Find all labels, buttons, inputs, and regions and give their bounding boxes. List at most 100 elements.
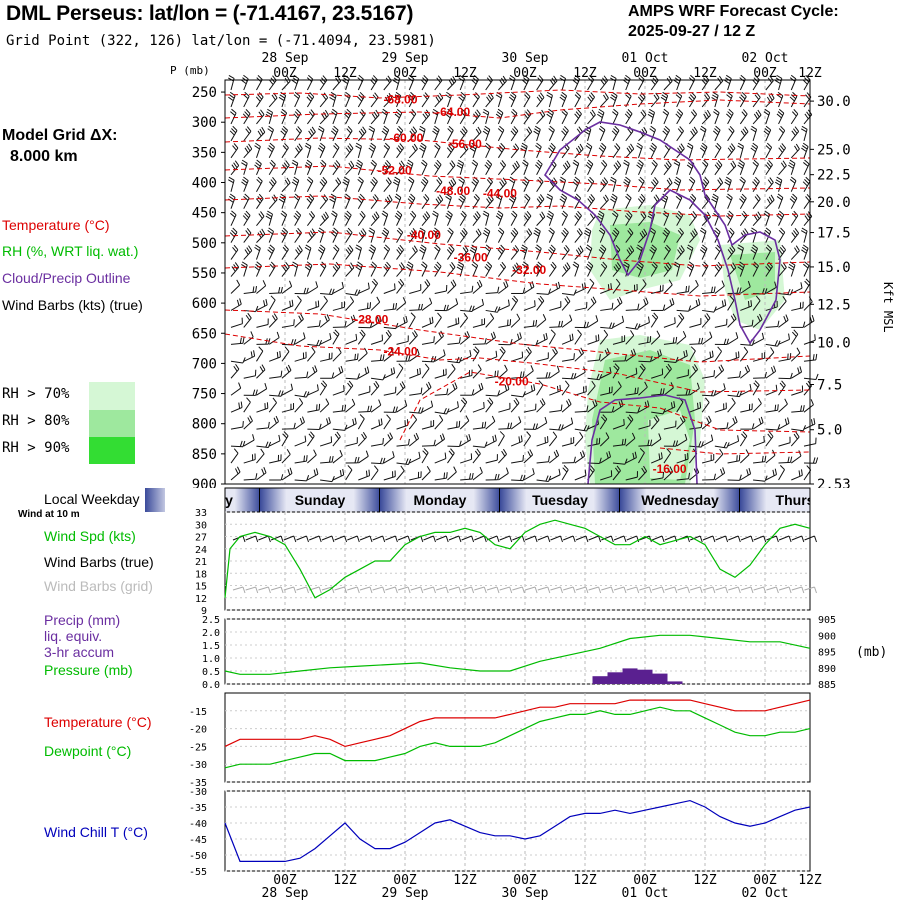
wind-barb-staff xyxy=(548,182,558,193)
wind-barb-flag xyxy=(751,319,754,326)
wind-barb-staff xyxy=(752,163,759,176)
wind-barb-flag xyxy=(793,128,798,134)
wind-barb-flag xyxy=(405,315,408,323)
temperature-contour-label: -52.00 xyxy=(378,163,412,177)
wind-barb-grid xyxy=(347,586,358,591)
wind-barb-flag xyxy=(396,210,403,216)
wind-barb-flag xyxy=(244,193,250,199)
wind-barb-staff xyxy=(230,445,244,448)
wind-barb-staff xyxy=(396,462,409,466)
wind-barb xyxy=(803,261,810,277)
wind-barb xyxy=(256,346,264,362)
wind-barb-grid-flag xyxy=(356,586,360,594)
wind-barb xyxy=(383,386,397,396)
wind-barb-flag xyxy=(611,322,615,329)
wind-barb-flag xyxy=(458,261,464,266)
wind-barb-flag xyxy=(357,373,360,380)
wind-barb-flag xyxy=(668,279,673,286)
wind-barb xyxy=(803,418,816,430)
wind-barb xyxy=(383,406,398,413)
wind-barb-flag xyxy=(463,312,468,319)
wind-barb-flag xyxy=(675,356,679,363)
wind-barb-staff xyxy=(421,163,428,175)
wind-barb-flag xyxy=(296,247,302,253)
wind-barb-staff xyxy=(587,96,595,108)
wind-barb-flag xyxy=(587,96,592,102)
wind-barb-flag xyxy=(424,281,429,287)
wind-barb xyxy=(294,390,310,398)
wind-barb xyxy=(510,262,520,277)
wind-barb-flag xyxy=(546,193,553,198)
wind-barb-staff xyxy=(803,265,810,277)
wind-barb-staff xyxy=(255,248,261,260)
wind-barb-flag xyxy=(326,314,330,321)
wind-barb-staff xyxy=(319,216,329,226)
wind-barb xyxy=(358,385,371,396)
wind-barb-true-flag xyxy=(725,535,729,543)
wind-barb-flag xyxy=(371,261,377,267)
wind-barb-flag xyxy=(432,232,438,237)
wind-barb-grid-flag xyxy=(521,586,525,594)
wind-barb xyxy=(585,244,593,260)
wind-barb-flag xyxy=(407,159,414,164)
wind-barb-flag xyxy=(497,128,503,133)
precip-tick-label: 1.0 xyxy=(202,654,220,665)
wind-barb-flag xyxy=(699,249,706,254)
wind-barb-flag xyxy=(412,228,418,234)
wind-barb-staff xyxy=(332,80,342,91)
wind-barb xyxy=(574,245,584,260)
wind-barb-staff xyxy=(676,478,689,481)
wind-barb-flag xyxy=(265,338,268,345)
wind-barb xyxy=(651,368,664,379)
wind-barb-staff xyxy=(650,231,656,243)
wind-barb-staff xyxy=(587,198,595,209)
wind-barb xyxy=(663,75,673,91)
wind-barb-flag xyxy=(784,418,788,425)
temperature-contour-label: -24.00 xyxy=(383,344,417,358)
wind-barb-staff xyxy=(663,95,669,108)
wind-barb xyxy=(511,391,526,398)
wind-barb xyxy=(739,91,747,108)
wind-barb-staff xyxy=(765,112,771,125)
wind-barb-flag xyxy=(725,77,731,82)
wind-barb-flag xyxy=(651,244,657,250)
wind-barb-flag xyxy=(329,96,335,101)
wind-barb-flag xyxy=(705,111,710,118)
wind-barb-flag xyxy=(382,457,386,464)
wind-10m-label: Wind at 10 m xyxy=(18,509,80,520)
wind-barb-staff xyxy=(472,407,485,413)
wind-barb-flag xyxy=(255,96,261,102)
wind-barb-flag xyxy=(473,94,479,100)
wind-barb-flag xyxy=(662,408,666,415)
wind-barb-staff xyxy=(268,231,274,243)
wind-barb xyxy=(650,92,660,108)
wind-chill-tick-label: -50 xyxy=(189,851,207,862)
wind-barb xyxy=(320,456,334,464)
wind-barb-staff xyxy=(408,163,414,175)
wind-barb-flag xyxy=(774,281,777,288)
wind-barb-flag xyxy=(690,130,695,137)
wind-barb xyxy=(434,368,447,379)
wind-barb-staff xyxy=(803,129,808,141)
wind-barb-grid-flag xyxy=(788,586,792,594)
temperature-contour xyxy=(224,263,811,297)
wind-barb-flag xyxy=(491,415,496,422)
wind-barb-flag xyxy=(779,145,785,151)
wind-barb-flag xyxy=(673,401,676,408)
wind-barb xyxy=(599,92,609,108)
wind-barb xyxy=(727,295,735,311)
wind-barb xyxy=(638,316,650,328)
wind-barb xyxy=(612,262,622,277)
wind-barb-staff xyxy=(370,283,379,294)
cloud-outline-lower xyxy=(587,394,698,485)
wind-barb xyxy=(472,382,484,396)
pressure-tick-label: 895 xyxy=(818,648,836,659)
wind-barb-flag xyxy=(535,125,541,130)
wind-barb-flag xyxy=(283,162,289,168)
wind-barb xyxy=(331,108,338,125)
wind-barb xyxy=(498,338,513,346)
wind-barb-flag xyxy=(366,366,370,373)
wind-barb xyxy=(408,245,418,260)
wind-barb-staff xyxy=(230,267,240,277)
wind-barb-staff xyxy=(599,231,606,243)
